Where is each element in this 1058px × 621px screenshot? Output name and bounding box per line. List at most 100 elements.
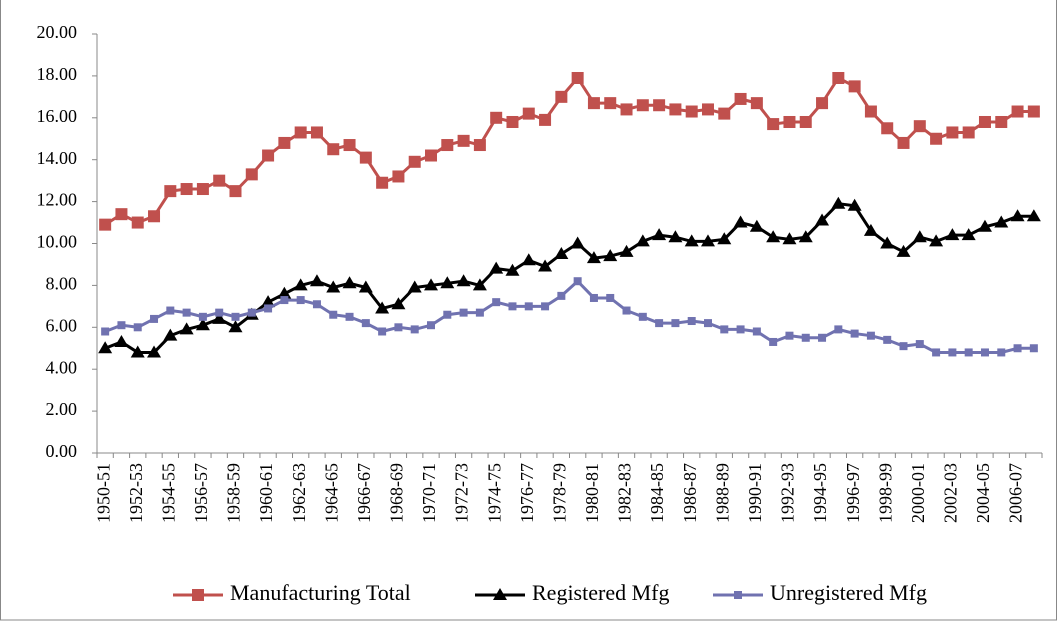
marker	[635, 234, 650, 247]
x-tick-label: 1986-87	[680, 463, 700, 523]
marker	[997, 348, 1006, 357]
marker	[831, 196, 846, 209]
marker	[391, 297, 406, 310]
marker	[767, 118, 780, 131]
series-line	[104, 75, 1034, 226]
marker	[359, 151, 372, 164]
marker	[769, 337, 778, 346]
x-tick-label: 1974-75	[484, 463, 504, 523]
marker	[896, 244, 911, 257]
x-tick-label: 2000-01	[908, 463, 928, 523]
marker	[440, 276, 455, 289]
marker	[815, 213, 830, 226]
marker	[899, 342, 908, 351]
marker	[247, 308, 256, 317]
marker	[506, 115, 519, 128]
marker	[472, 278, 487, 291]
marker	[231, 312, 240, 321]
x-tick-label: 1962-63	[289, 463, 309, 523]
marker	[163, 328, 178, 341]
marker	[766, 230, 781, 243]
marker	[441, 139, 454, 152]
marker	[929, 234, 944, 247]
marker	[620, 103, 633, 116]
marker	[557, 291, 566, 300]
marker	[1027, 105, 1040, 118]
marker	[327, 143, 340, 156]
marker	[573, 277, 582, 286]
marker	[277, 286, 292, 299]
marker	[652, 228, 667, 241]
marker	[749, 219, 764, 232]
x-tick-label: 1964-65	[321, 463, 341, 523]
marker	[296, 296, 305, 305]
x-tick-label: 1970-71	[419, 463, 439, 523]
marker	[541, 302, 550, 311]
marker	[215, 308, 224, 317]
marker	[1029, 344, 1038, 353]
x-tick-label: 1990-91	[745, 463, 765, 523]
marker	[213, 174, 226, 187]
marker	[671, 319, 680, 328]
marker	[378, 327, 387, 336]
marker	[130, 345, 145, 358]
marker	[668, 230, 683, 243]
y-tick-label: 8.00	[46, 274, 78, 294]
marker	[799, 115, 812, 128]
marker	[424, 278, 439, 291]
marker	[636, 99, 649, 112]
marker	[897, 136, 910, 149]
marker	[980, 348, 989, 357]
marker	[946, 126, 959, 139]
y-tick-label: 4.00	[46, 357, 78, 377]
marker	[473, 139, 486, 152]
marker	[522, 107, 535, 120]
marker	[361, 319, 370, 328]
marker	[262, 149, 275, 162]
marker	[850, 329, 859, 338]
marker	[99, 218, 112, 231]
marker	[280, 296, 289, 305]
marker	[294, 126, 307, 139]
marker	[98, 341, 113, 354]
marker	[832, 71, 845, 84]
marker	[492, 298, 501, 307]
marker	[408, 155, 421, 168]
marker	[309, 274, 324, 287]
marker	[1011, 105, 1024, 118]
marker	[407, 280, 422, 293]
series-line	[104, 202, 1034, 354]
marker	[410, 325, 419, 334]
marker	[720, 325, 729, 334]
marker	[961, 228, 976, 241]
marker	[147, 345, 162, 358]
x-tick-label: 1954-55	[158, 463, 178, 523]
marker	[489, 261, 504, 274]
marker	[329, 310, 338, 319]
marker	[881, 122, 894, 135]
marker	[427, 321, 436, 330]
marker	[782, 232, 797, 245]
x-tick-label: 1998-99	[875, 463, 895, 523]
marker	[736, 325, 745, 334]
marker	[182, 308, 191, 317]
marker	[261, 295, 276, 308]
marker	[685, 105, 698, 118]
x-tick-label: 1950-51	[93, 463, 113, 523]
marker	[948, 348, 957, 357]
marker	[179, 322, 194, 335]
marker	[459, 308, 468, 317]
marker	[994, 215, 1009, 228]
marker	[343, 139, 356, 152]
series-line	[104, 279, 1034, 354]
marker	[394, 323, 403, 332]
marker	[150, 314, 159, 323]
marker	[490, 111, 503, 124]
x-tick-label: 2004-05	[973, 463, 993, 523]
marker	[638, 312, 647, 321]
marker	[475, 308, 484, 317]
marker	[114, 334, 129, 347]
marker	[603, 249, 618, 262]
marker	[180, 183, 193, 196]
y-tick-label: 14.00	[37, 148, 78, 168]
